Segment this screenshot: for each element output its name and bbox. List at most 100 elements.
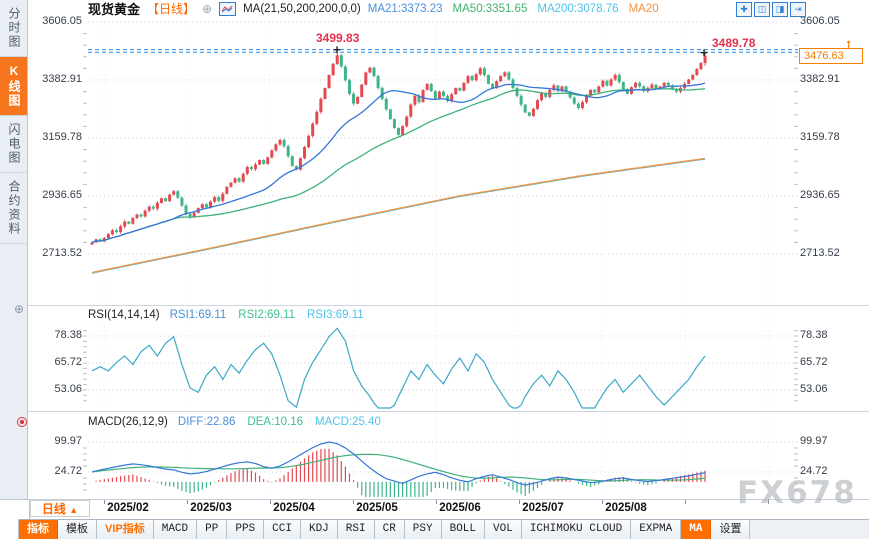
period-selector-button[interactable]: 日线 ▲ [30,500,90,517]
toolbar-tab-ma[interactable]: MA [681,520,712,539]
candle-body [699,63,703,70]
rsi-panel-icon[interactable]: ⊕ [14,302,25,316]
candle-body [356,96,360,104]
toolbar-tab-psy[interactable]: PSY [404,520,442,539]
toolbar-tab-pps[interactable]: PPS [227,520,265,539]
candle-body [372,67,376,77]
price-axis-label: 3382.91 [800,73,840,85]
move-icon[interactable]: ✚ [736,2,752,17]
date-axis-row [19,499,869,520]
candle-body [482,68,486,76]
candle-body [662,82,666,87]
date-axis-tick [187,500,188,504]
candle-body [188,213,192,218]
date-axis-tick [519,500,520,504]
zoom-out-icon[interactable]: ◫ [754,2,770,17]
candle-body [634,82,638,88]
rsi-axis-label: 78.38 [54,328,82,341]
candle-body [405,116,409,127]
toolbar-tab-cci[interactable]: CCI [264,520,301,539]
sidebar-tab-分时图[interactable]: 分时图 [0,0,27,57]
date-axis-tick [602,500,603,504]
candle-body [327,75,331,89]
toolbar-tab-pp[interactable]: PP [197,520,228,539]
price-axis-label: 3606.05 [800,15,840,27]
candle-body [691,75,695,80]
rsi-axis-label: 53.06 [54,383,82,395]
toolbar-tab-vol[interactable]: VOL [485,520,522,539]
date-axis-tick [436,500,437,504]
date-axis-label: 2025/05 [356,502,398,514]
candle-body [164,198,168,202]
candle-body [131,218,135,224]
ma200-line-orange [91,157,706,274]
date-axis-tick [768,500,769,504]
candle-body [237,178,241,182]
candle-body [290,156,294,167]
corner-box [0,499,30,519]
toolbar-tab-ichimoku-cloud[interactable]: ICHIMOKU CLOUD [521,520,632,539]
ma-settings-icon[interactable] [219,1,237,16]
candle-body [315,111,319,124]
macd-title: MACD(26,12,9) [88,416,168,428]
candle-body [523,104,527,113]
candle-body [695,69,699,76]
ma200-line-cyan [91,158,706,274]
toolbar-tab-模板[interactable]: 模板 [58,520,97,539]
candle-body [364,72,368,85]
candle-body [601,80,605,87]
candle-body [294,166,298,170]
rsi-title: RSI(14,14,14) [88,309,160,321]
period-tag: 【日线】 [147,2,196,16]
pan-right-icon[interactable]: ⇥ [790,2,806,17]
date-axis-tick [353,500,354,504]
sidebar-tab-K线图[interactable]: K线图 [0,57,27,116]
candle-body [119,226,123,233]
candle-body [106,234,110,239]
candle-body [617,75,621,83]
candle-body [642,86,646,92]
candle-body [135,214,139,219]
price-axis-label: 3159.78 [42,131,82,143]
candle-body [654,84,658,90]
candle-body [589,89,593,96]
macd-panel-target-icon[interactable] [17,417,27,427]
toolbar-tab-kdj[interactable]: KDJ [300,520,338,539]
toolbar-tab-cr[interactable]: CR [374,520,405,539]
add-indicator-icon[interactable]: ⊕ [202,1,213,16]
candle-body [593,89,597,93]
candle-body [253,164,257,170]
zoom-in-icon[interactable]: ◨ [772,2,788,17]
candle-body [168,194,172,202]
sidebar-tab-合约资料[interactable]: 合约资料 [0,173,27,244]
date-axis-tick [270,500,271,504]
date-axis-label: 2025/02 [107,502,149,514]
toolbar-tab-boll[interactable]: BOLL [441,520,486,539]
date-axis-label: 2025/04 [273,502,315,514]
candle-body [249,167,253,170]
toolbar-tab-设置[interactable]: 设置 [711,520,751,539]
toolbar-tab-expma[interactable]: EXPMA [631,520,682,539]
macd-panel-separator [27,411,869,412]
date-axis-label: 2025/07 [522,502,564,514]
sidebar-tab-闪电图[interactable]: 闪电图 [0,116,27,173]
candle-body [303,147,307,159]
candle-body [270,150,274,158]
price-axis-label: 3382.91 [42,73,82,85]
candle-body [123,221,127,227]
candle-body [110,230,114,235]
candle-body [535,100,539,109]
chart-window-icons: ✚ ◫ ◨ ⇥ [736,2,806,17]
toolbar-tab-rsi[interactable]: RSI [337,520,375,539]
candle-body [184,205,188,214]
ma-readout: MA20 [628,2,659,15]
recent-high-cross-marker: + [700,44,708,60]
toolbar-tab-指标[interactable]: 指标 [19,520,58,539]
toolbar-tab-vip指标[interactable]: VIP指标 [97,520,154,539]
toolbar-tab-macd[interactable]: MACD [153,520,198,539]
candle-body [621,82,625,90]
period-button-label: 日线 [41,502,66,516]
candle-body [507,72,511,80]
